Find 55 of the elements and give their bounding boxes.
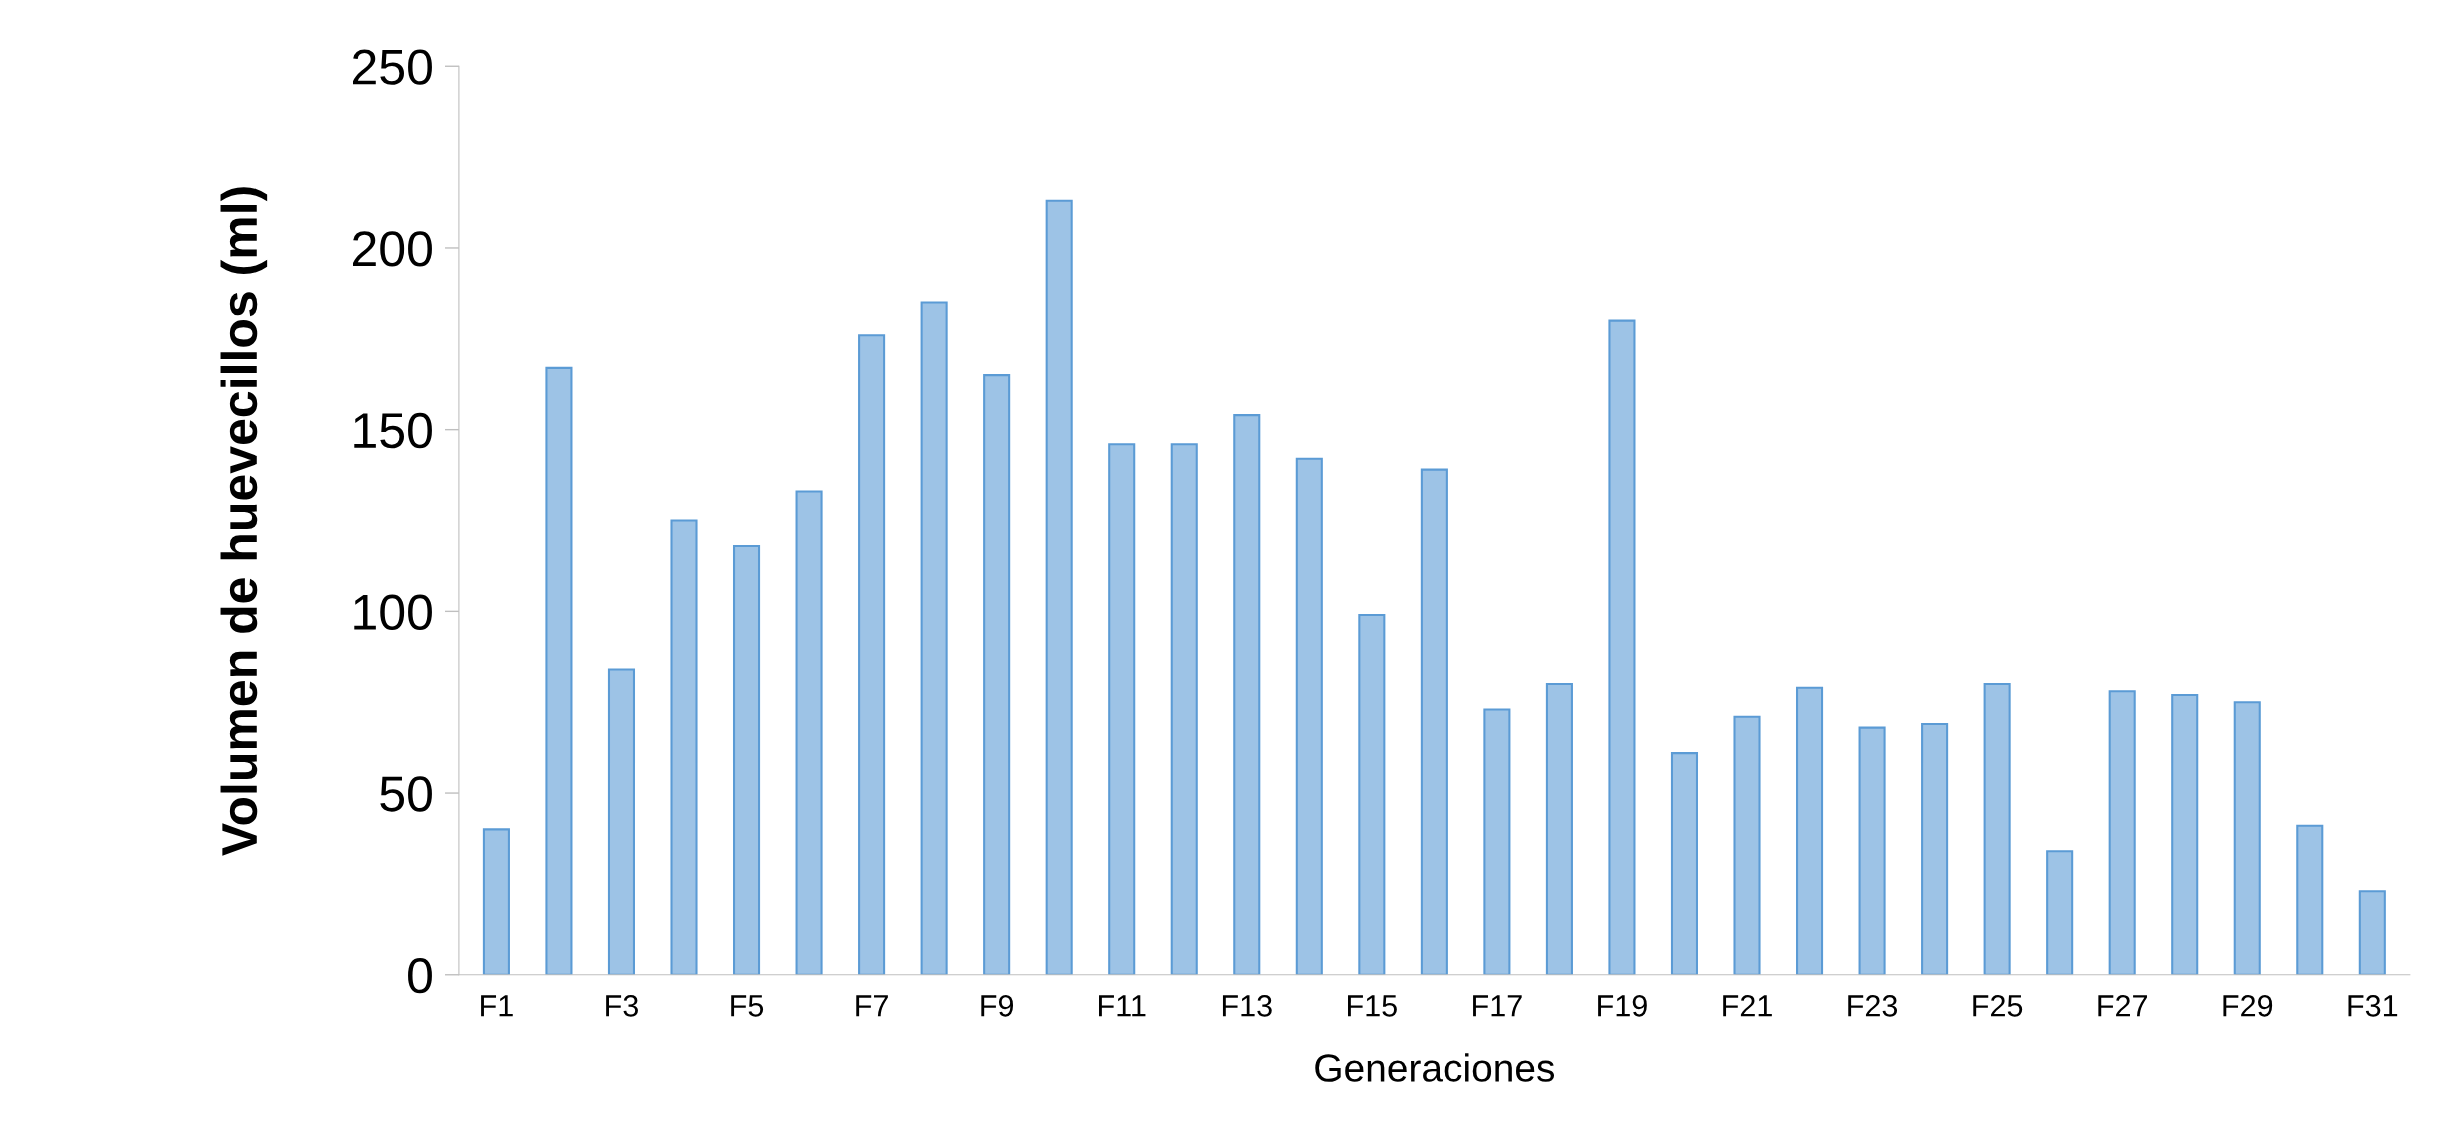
bar — [1670, 752, 1699, 975]
bar — [2296, 824, 2324, 975]
x-tick-label: F15 — [1348, 995, 1397, 1017]
bar — [1545, 683, 1573, 975]
x-tick-label: F25 — [1973, 995, 2023, 1017]
y-axis-title: Volumen de huevecillos (ml) — [220, 187, 268, 856]
bar — [1983, 683, 2011, 975]
bar — [1358, 613, 1386, 975]
x-tick-label: F11 — [1099, 995, 1146, 1017]
bar — [2358, 890, 2386, 975]
bar — [1295, 457, 1323, 975]
x-tick-label: F7 — [856, 995, 888, 1017]
bar — [545, 366, 573, 975]
x-tick-label: F3 — [606, 995, 638, 1017]
y-tick-label: 0 — [408, 957, 432, 994]
bar — [1045, 199, 1073, 975]
x-tick-label: F9 — [981, 995, 1014, 1017]
x-tick-label: F31 — [2348, 995, 2398, 1017]
x-tick-label: F13 — [1222, 995, 1272, 1017]
bar — [858, 334, 886, 975]
bar — [607, 668, 636, 975]
x-tick-label: F27 — [2098, 995, 2147, 1017]
bar — [482, 828, 510, 975]
bar — [2233, 701, 2261, 975]
x-axis-title: Generaciones — [1315, 1053, 1555, 1082]
x-tick-label: F19 — [1598, 995, 1647, 1017]
x-tick-label: F1 — [481, 995, 513, 1017]
bar — [2108, 690, 2136, 975]
bar — [1608, 319, 1636, 975]
y-tick-label: 250 — [353, 49, 432, 85]
x-tick-label: F17 — [1473, 995, 1522, 1017]
x-tick-label: F29 — [2223, 995, 2273, 1017]
bar — [2171, 693, 2199, 975]
bar — [1921, 722, 1949, 975]
x-tick-label: F23 — [1848, 995, 1898, 1017]
bar — [1858, 726, 1886, 975]
bar — [1233, 414, 1261, 975]
x-tick-label: F5 — [731, 995, 764, 1017]
bar — [1796, 686, 1824, 975]
y-tick-label: 100 — [354, 594, 432, 630]
bar — [1170, 443, 1198, 975]
bar — [1420, 468, 1448, 975]
bar — [983, 374, 1011, 975]
x-tick-label: F21 — [1723, 995, 1772, 1017]
bar — [1108, 443, 1136, 975]
bar — [1733, 715, 1761, 975]
bar — [920, 301, 948, 975]
bar — [2046, 850, 2074, 975]
y-tick-label: 50 — [380, 776, 432, 812]
bar — [795, 490, 823, 975]
y-tick-label: 200 — [353, 231, 432, 267]
bar — [732, 544, 761, 975]
y-tick-label: 150 — [354, 412, 432, 449]
bar — [1483, 708, 1511, 975]
bar — [670, 519, 698, 975]
